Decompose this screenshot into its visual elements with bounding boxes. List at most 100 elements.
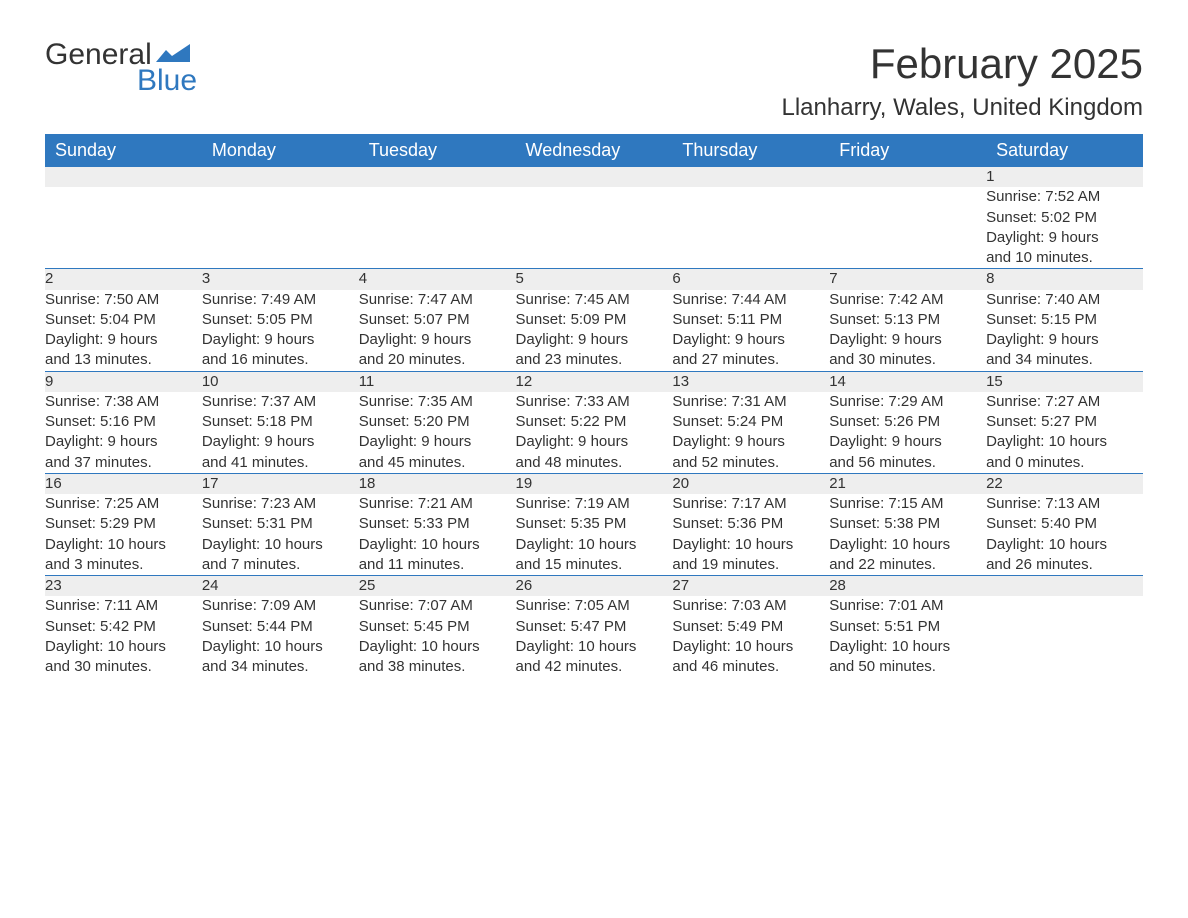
daylight-text-1: Daylight: 10 hours: [986, 535, 1143, 555]
day-detail-cell: Sunrise: 7:07 AMSunset: 5:45 PMDaylight:…: [359, 596, 516, 677]
sunset-text: Sunset: 5:45 PM: [359, 617, 516, 637]
day-detail-cell: Sunrise: 7:13 AMSunset: 5:40 PMDaylight:…: [986, 494, 1143, 576]
sunset-text: Sunset: 5:26 PM: [829, 412, 986, 432]
daylight-text-1: Daylight: 10 hours: [45, 637, 202, 657]
daylight-text-2: and 3 minutes.: [45, 555, 202, 575]
sunrise-text: Sunrise: 7:52 AM: [986, 187, 1143, 207]
daylight-text-2: and 7 minutes.: [202, 555, 359, 575]
daylight-text-1: Daylight: 9 hours: [359, 330, 516, 350]
sunset-text: Sunset: 5:15 PM: [986, 310, 1143, 330]
day-number-cell: 13: [672, 371, 829, 392]
daylight-text-2: and 16 minutes.: [202, 350, 359, 370]
day-number-cell: 28: [829, 576, 986, 597]
sunset-text: Sunset: 5:09 PM: [516, 310, 673, 330]
sunrise-text: Sunrise: 7:29 AM: [829, 392, 986, 412]
daylight-text-1: Daylight: 10 hours: [829, 637, 986, 657]
day-number-cell: 25: [359, 576, 516, 597]
daylight-text-1: Daylight: 9 hours: [986, 228, 1143, 248]
daylight-text-2: and 19 minutes.: [672, 555, 829, 575]
day-number-cell: 17: [202, 473, 359, 494]
sunrise-text: Sunrise: 7:50 AM: [45, 290, 202, 310]
sunset-text: Sunset: 5:18 PM: [202, 412, 359, 432]
sunset-text: Sunset: 5:24 PM: [672, 412, 829, 432]
day-detail-cell: Sunrise: 7:05 AMSunset: 5:47 PMDaylight:…: [516, 596, 673, 677]
day-detail-cell: [45, 187, 202, 269]
daylight-text-1: Daylight: 9 hours: [829, 330, 986, 350]
sunrise-text: Sunrise: 7:19 AM: [516, 494, 673, 514]
day-detail-cell: Sunrise: 7:31 AMSunset: 5:24 PMDaylight:…: [672, 392, 829, 474]
day-number-cell: 4: [359, 269, 516, 290]
sunset-text: Sunset: 5:05 PM: [202, 310, 359, 330]
day-detail-cell: Sunrise: 7:35 AMSunset: 5:20 PMDaylight:…: [359, 392, 516, 474]
day-detail-cell: Sunrise: 7:40 AMSunset: 5:15 PMDaylight:…: [986, 290, 1143, 372]
sunset-text: Sunset: 5:42 PM: [45, 617, 202, 637]
daylight-text-2: and 13 minutes.: [45, 350, 202, 370]
day-detail-cell: [516, 187, 673, 269]
sunrise-text: Sunrise: 7:01 AM: [829, 596, 986, 616]
daylight-text-2: and 30 minutes.: [829, 350, 986, 370]
day-number-cell: [829, 167, 986, 187]
sunrise-text: Sunrise: 7:09 AM: [202, 596, 359, 616]
daylight-text-1: Daylight: 10 hours: [45, 535, 202, 555]
daylight-text-2: and 46 minutes.: [672, 657, 829, 677]
daylight-text-1: Daylight: 10 hours: [516, 637, 673, 657]
sunrise-text: Sunrise: 7:37 AM: [202, 392, 359, 412]
daylight-text-1: Daylight: 9 hours: [516, 432, 673, 452]
day-number-cell: 10: [202, 371, 359, 392]
day-header: Tuesday: [359, 134, 516, 167]
daylight-text-1: Daylight: 9 hours: [202, 330, 359, 350]
daylight-text-1: Daylight: 10 hours: [202, 637, 359, 657]
sunrise-text: Sunrise: 7:47 AM: [359, 290, 516, 310]
daylight-text-2: and 50 minutes.: [829, 657, 986, 677]
sunset-text: Sunset: 5:20 PM: [359, 412, 516, 432]
day-detail-cell: Sunrise: 7:17 AMSunset: 5:36 PMDaylight:…: [672, 494, 829, 576]
daylight-text-2: and 38 minutes.: [359, 657, 516, 677]
daylight-text-2: and 41 minutes.: [202, 453, 359, 473]
day-detail-cell: [672, 187, 829, 269]
daylight-text-1: Daylight: 9 hours: [359, 432, 516, 452]
sunrise-text: Sunrise: 7:40 AM: [986, 290, 1143, 310]
sunrise-text: Sunrise: 7:13 AM: [986, 494, 1143, 514]
sunset-text: Sunset: 5:02 PM: [986, 208, 1143, 228]
daylight-text-1: Daylight: 10 hours: [202, 535, 359, 555]
sunset-text: Sunset: 5:04 PM: [45, 310, 202, 330]
daylight-text-2: and 27 minutes.: [672, 350, 829, 370]
sunrise-text: Sunrise: 7:25 AM: [45, 494, 202, 514]
day-detail-cell: Sunrise: 7:15 AMSunset: 5:38 PMDaylight:…: [829, 494, 986, 576]
header: General Blue February 2025 Llanharry, Wa…: [45, 40, 1143, 122]
day-header: Thursday: [672, 134, 829, 167]
day-detail-cell: Sunrise: 7:37 AMSunset: 5:18 PMDaylight:…: [202, 392, 359, 474]
day-number-cell: 24: [202, 576, 359, 597]
day-number-cell: 7: [829, 269, 986, 290]
daylight-text-1: Daylight: 9 hours: [45, 330, 202, 350]
day-header: Friday: [829, 134, 986, 167]
sunset-text: Sunset: 5:38 PM: [829, 514, 986, 534]
day-number-cell: 5: [516, 269, 673, 290]
day-number-cell: 15: [986, 371, 1143, 392]
day-detail-cell: Sunrise: 7:47 AMSunset: 5:07 PMDaylight:…: [359, 290, 516, 372]
day-number-cell: 23: [45, 576, 202, 597]
daylight-text-1: Daylight: 9 hours: [986, 330, 1143, 350]
sunrise-text: Sunrise: 7:21 AM: [359, 494, 516, 514]
day-number-cell: [45, 167, 202, 187]
calendar-table: SundayMondayTuesdayWednesdayThursdayFrid…: [45, 134, 1143, 677]
daylight-text-2: and 15 minutes.: [516, 555, 673, 575]
daylight-text-2: and 22 minutes.: [829, 555, 986, 575]
location: Llanharry, Wales, United Kingdom: [782, 94, 1144, 122]
daylight-text-2: and 26 minutes.: [986, 555, 1143, 575]
daylight-text-1: Daylight: 9 hours: [516, 330, 673, 350]
daylight-text-2: and 34 minutes.: [202, 657, 359, 677]
day-number-cell: 9: [45, 371, 202, 392]
daylight-text-2: and 11 minutes.: [359, 555, 516, 575]
daylight-text-2: and 34 minutes.: [986, 350, 1143, 370]
day-number-cell: [202, 167, 359, 187]
day-number-cell: 21: [829, 473, 986, 494]
day-detail-cell: Sunrise: 7:11 AMSunset: 5:42 PMDaylight:…: [45, 596, 202, 677]
sunset-text: Sunset: 5:35 PM: [516, 514, 673, 534]
day-detail-cell: Sunrise: 7:27 AMSunset: 5:27 PMDaylight:…: [986, 392, 1143, 474]
daylight-text-2: and 10 minutes.: [986, 248, 1143, 268]
day-detail-cell: Sunrise: 7:09 AMSunset: 5:44 PMDaylight:…: [202, 596, 359, 677]
daylight-text-1: Daylight: 10 hours: [829, 535, 986, 555]
day-detail-cell: Sunrise: 7:03 AMSunset: 5:49 PMDaylight:…: [672, 596, 829, 677]
day-detail-cell: Sunrise: 7:38 AMSunset: 5:16 PMDaylight:…: [45, 392, 202, 474]
